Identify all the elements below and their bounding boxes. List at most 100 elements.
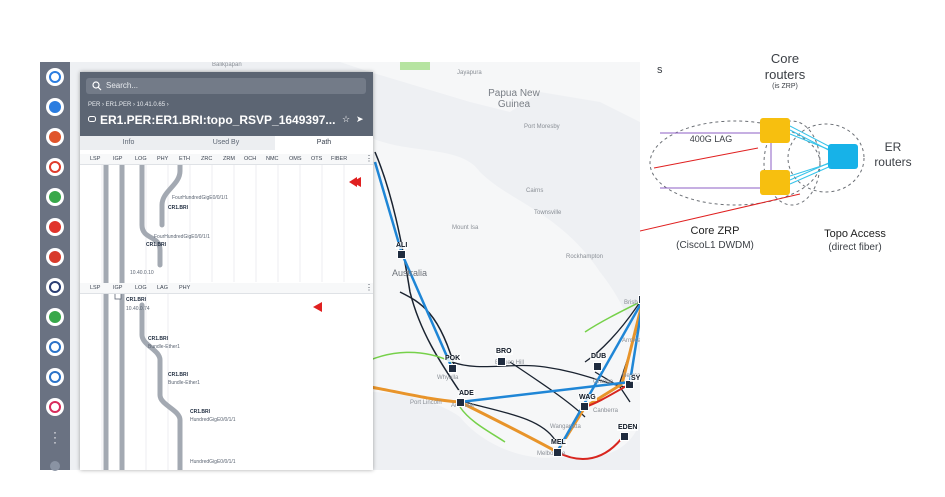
hop-interface[interactable]: Bundle-Ether1 [168,380,200,386]
tab-used-by[interactable]: Used By [212,139,240,146]
layer-log[interactable]: LOG [135,156,147,162]
node-dub[interactable] [593,362,602,371]
topo-access-label: Topo Access [824,228,886,240]
map-label-orange: Orange [593,379,614,385]
map-label-png: Papua New Guinea [488,88,540,110]
core-routers-label: Core routers [764,51,806,82]
map-label-balikpapan: Balikpapan [212,62,242,68]
layer-header-bottom: LSP IGP LOG LAG PHY ⋮ [80,283,373,294]
node-pok[interactable] [448,364,457,373]
lsp-detail-panel: Search... PER › ER1.PER › 10.41.0.65 › E… [80,72,373,470]
annotation-arrowhead-top [352,177,361,187]
node-eden[interactable] [620,432,629,441]
topo-access-sublabel: (direct fiber) [828,242,882,253]
calendar-icon[interactable] [46,248,64,266]
map-label-wangaratta: Wangaratta [550,424,581,430]
node-wag[interactable] [580,402,589,411]
layer-och[interactable]: OCH [244,156,257,162]
layer-nmc[interactable]: NMC [266,156,279,162]
menu-dots-icon[interactable]: ⋮ [365,283,373,292]
layer-lsp[interactable]: LSP [90,285,101,291]
node-ade[interactable] [456,398,465,407]
breadcrumb[interactable]: PER › ER1.PER › 10.41.0.65 › [88,102,169,108]
hop-node[interactable]: CR1.BRI [148,336,169,342]
hop-node[interactable]: CR1.BRI [168,205,189,211]
layer-lsp[interactable]: LSP [90,156,101,162]
hop-node[interactable]: CR1.BRI [168,372,189,378]
hop-node[interactable]: CR1.BRI [190,409,211,415]
map-label-armidale: Armidale [622,338,640,344]
warning-icon[interactable] [46,308,64,326]
map-label-whyalla: Whyalla [437,375,459,381]
node-syd[interactable] [625,380,634,389]
hop-node[interactable]: CR1.BRI [146,242,167,248]
page-title: ER1.PER:ER1.BRI:topo_RSVP_1649397... [100,113,336,127]
path-icon[interactable] [46,218,64,236]
tab-info[interactable]: Info [122,139,135,146]
layer-eth[interactable]: ETH [179,156,190,162]
hop-interface[interactable]: HundredGigE0/0/1/1 [190,459,236,465]
node-ali[interactable] [397,250,406,259]
node-label-ali[interactable]: ALI [395,242,409,249]
layer-igp[interactable]: IGP [113,285,123,291]
node-label-pok[interactable]: POK [444,355,462,362]
clock-icon[interactable] [46,338,64,356]
map-label-rockhampton: Rockhampton [566,254,604,260]
node-label-dub[interactable]: DUB [590,353,608,360]
hop-interface[interactable]: HundredGigE0/0/1/1 [190,417,236,423]
layer-ots[interactable]: OTS [311,156,323,162]
layer-zrm[interactable]: ZRM [223,156,235,162]
node-label-ade[interactable]: ADE [458,390,475,397]
layer-fiber[interactable]: FIBER [331,156,348,162]
tab-bar: Info Used By Path [80,136,373,150]
annotation-arrowheads [349,177,357,187]
node-bri[interactable] [638,295,640,304]
star-icon[interactable]: ☆ [342,114,351,124]
locate-icon[interactable]: ➤ [356,114,364,124]
map-label-brisbane: Brisbane [624,300,640,306]
search-input[interactable]: Search... [86,78,366,94]
node-label-wag[interactable]: WAG [578,394,597,401]
map-label-australia: Australia [392,268,428,278]
layer-zrc[interactable]: ZRC [201,156,213,162]
settings-icon[interactable] [50,461,60,471]
node-label-mel[interactable]: MEL [550,439,567,446]
document-icon[interactable] [46,188,64,206]
hop-node[interactable]: CR1.BRI [126,297,147,303]
hop-interface[interactable]: Bundle-Ether1 [148,344,180,350]
compass-icon[interactable] [46,398,64,416]
core-zrp-sublabel: (CiscoL1 DWDM) [676,240,754,251]
er-routers-label: ER routers [874,140,912,169]
map-label-canberra: Canberra [593,408,619,414]
search-placeholder: Search... [106,81,139,90]
route-icon[interactable] [46,98,64,116]
more-icon[interactable]: · · · [53,425,57,449]
hop-address[interactable]: 10.40.0.74 [126,306,150,312]
layer-igp[interactable]: IGP [113,156,123,162]
architecture-diagram: Core routers (is ZRP) ER routers 400G LA… [319,48,945,306]
refresh-icon[interactable] [46,368,64,386]
node-label-eden[interactable]: EDEN [617,424,639,431]
layer-phy[interactable]: PHY [179,285,191,291]
tab-path[interactable]: Path [275,136,373,150]
hop-address[interactable]: 10.40.0.10 [130,270,154,276]
lsp-icon [88,116,96,122]
menu-dots-icon[interactable]: ⋮ [365,154,373,163]
layer-phy[interactable]: PHY [157,156,169,162]
hop-interface[interactable]: FourHundredGigE0/0/1/1 [172,195,228,201]
node-label-syd[interactable]: SYD [630,375,640,382]
layer-log[interactable]: LOG [135,285,147,291]
shell-icon[interactable] [46,278,64,296]
hop-interface[interactable]: FourHundredGigE0/0/1/1 [154,234,210,240]
stray-label: s [657,64,663,76]
nodes-icon[interactable] [46,128,64,146]
globe-icon[interactable] [46,68,64,86]
panel-header: Search... PER › ER1.PER › 10.41.0.65 › E… [80,72,373,136]
map-label-townsville: Townsville [534,210,562,216]
ban-icon[interactable] [46,158,64,176]
node-mel[interactable] [553,448,562,457]
node-label-bro[interactable]: BRO [495,348,513,355]
node-bro[interactable] [497,357,506,366]
layer-oms[interactable]: OMS [289,156,302,162]
layer-lag[interactable]: LAG [157,285,169,291]
